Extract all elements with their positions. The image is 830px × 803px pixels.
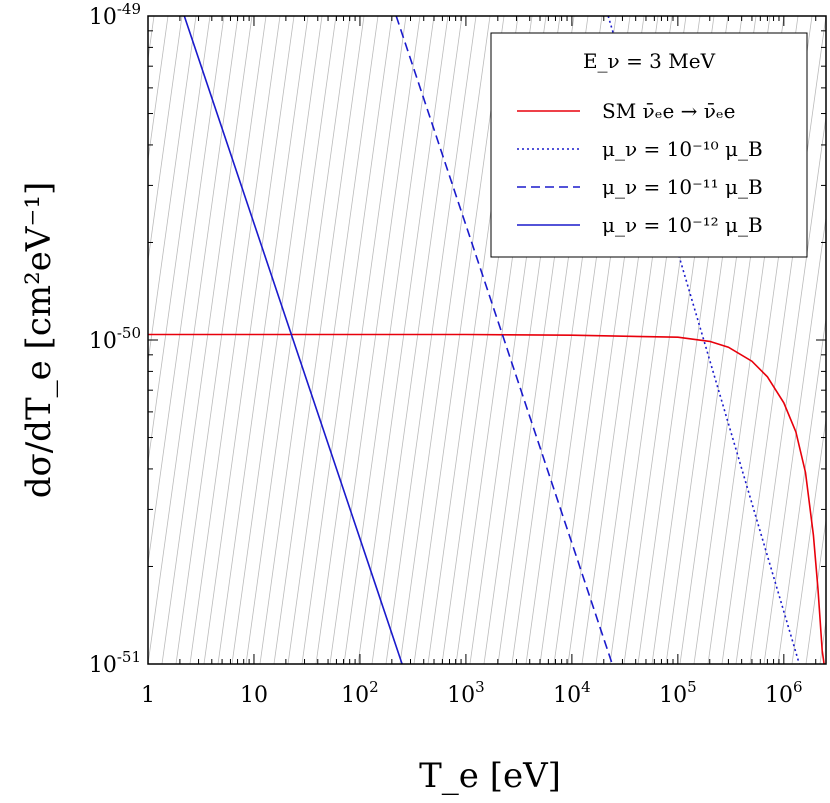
x-axis-title: T_e [eV] [419,756,561,796]
contour-line [399,16,491,664]
x-tick-label: 10 [240,683,268,708]
contour-line [749,113,826,664]
x-tick-label: 102 [341,678,379,708]
contour-line [791,416,826,664]
y-tick-labels: 10-51 10-50 10-49 [89,0,141,678]
contour-line [175,16,267,664]
contour-line [315,16,407,664]
x-tick-label: 106 [765,678,803,708]
legend-label: μ_ν = 10⁻¹² μ_B [602,213,763,237]
contour-line [148,16,183,264]
contour-line [0,16,14,664]
contour-line [805,517,826,664]
contour-line [148,16,239,664]
contour-line [371,16,463,664]
contour-line [763,214,826,664]
contour-line [329,16,421,664]
y-tick-label: 10-50 [89,324,141,354]
y-axis-title: dσ/dT_e [cm²eV⁻¹] [19,182,59,499]
contour-line [148,16,225,567]
legend-title: E_ν = 3 MeV [583,49,716,73]
contour-line [357,16,449,664]
legend-entries: SM ν̄ₑe → ν̄ₑe μ_ν = 10⁻¹⁰ μ_B μ_ν = 10⁻¹¹… [517,99,763,237]
contour-line [189,16,281,664]
y-tick-label: 10-49 [89,0,141,30]
contour-line [259,16,351,664]
contour-line [245,16,337,664]
y-tick-label: 10-51 [89,648,141,678]
minor-ticks [147,15,826,665]
contour-line [413,16,505,664]
legend-box [490,32,808,258]
series-line-3 [395,16,613,664]
plot-frame [147,15,827,665]
legend-label: μ_ν = 10⁻¹⁰ μ_B [602,137,763,161]
x-tick-label: 1 [141,683,155,708]
x-tick-labels: 1 10 102 103 104 105 106 [141,678,803,708]
legend-label: μ_ν = 10⁻¹¹ μ_B [602,175,763,199]
series-line-1 [148,333,825,664]
contour-line [148,16,169,163]
contour-line [287,16,379,664]
x-tick-label: 104 [553,678,591,708]
contour-line [148,16,211,466]
contour-line [203,16,295,664]
contour-line [343,16,435,664]
contour-line [385,16,477,664]
x-tick-label: 105 [659,678,697,708]
contour-line [273,16,365,664]
contour-line [217,16,309,664]
legend: E_ν = 3 MeV SM ν̄ₑe → ν̄ₑe μ_ν = 10⁻¹⁰ μ_… [490,32,808,258]
contour-line [161,16,253,664]
contour-line [231,16,323,664]
series-layer [148,16,825,664]
contour-line [735,16,826,664]
series-line-4 [183,16,403,664]
x-tick-label: 103 [447,678,485,708]
contour-line [301,16,393,664]
legend-label: SM ν̄ₑe → ν̄ₑe [602,99,736,123]
